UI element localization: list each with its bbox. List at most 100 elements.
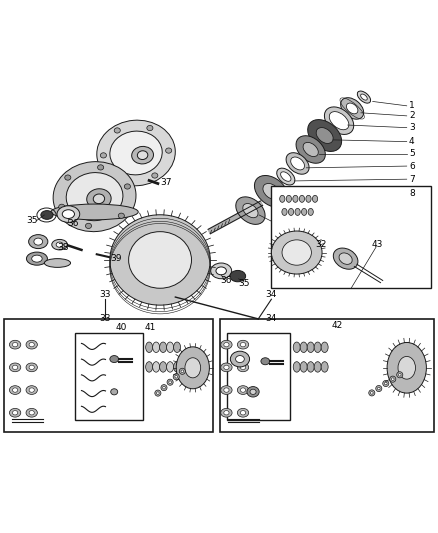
Ellipse shape: [132, 147, 153, 164]
Ellipse shape: [333, 248, 358, 269]
Ellipse shape: [12, 343, 18, 347]
Ellipse shape: [291, 157, 304, 170]
Ellipse shape: [173, 374, 179, 380]
Ellipse shape: [224, 410, 229, 415]
Ellipse shape: [221, 340, 232, 349]
Ellipse shape: [383, 381, 389, 386]
Ellipse shape: [156, 392, 159, 394]
Ellipse shape: [397, 372, 403, 378]
Text: 32: 32: [315, 240, 326, 249]
Ellipse shape: [314, 362, 321, 372]
Ellipse shape: [10, 408, 21, 417]
Ellipse shape: [296, 136, 325, 163]
Ellipse shape: [26, 408, 37, 417]
Ellipse shape: [57, 206, 80, 222]
Ellipse shape: [29, 343, 34, 347]
Ellipse shape: [357, 91, 371, 103]
Text: 36: 36: [220, 276, 232, 285]
Ellipse shape: [166, 362, 173, 372]
Text: 43: 43: [372, 240, 383, 249]
Ellipse shape: [307, 342, 314, 352]
Text: 33: 33: [100, 313, 111, 322]
Ellipse shape: [66, 173, 123, 221]
Ellipse shape: [286, 153, 309, 174]
Ellipse shape: [93, 194, 105, 204]
Ellipse shape: [29, 365, 34, 369]
Ellipse shape: [300, 362, 307, 372]
Ellipse shape: [29, 388, 34, 392]
Ellipse shape: [44, 259, 71, 268]
Ellipse shape: [119, 175, 125, 181]
Ellipse shape: [166, 148, 172, 153]
Ellipse shape: [211, 263, 232, 279]
Bar: [4, 319, 213, 432]
Ellipse shape: [129, 232, 191, 288]
Ellipse shape: [34, 238, 42, 245]
Ellipse shape: [293, 362, 300, 372]
Text: 8: 8: [409, 189, 415, 198]
Text: 34: 34: [266, 313, 277, 322]
Ellipse shape: [341, 98, 364, 119]
Ellipse shape: [146, 362, 152, 372]
Ellipse shape: [378, 387, 380, 390]
Ellipse shape: [240, 343, 246, 347]
Ellipse shape: [98, 165, 104, 170]
Ellipse shape: [399, 374, 401, 376]
Ellipse shape: [161, 385, 167, 391]
Ellipse shape: [339, 253, 352, 264]
Ellipse shape: [59, 204, 65, 209]
Ellipse shape: [56, 242, 63, 247]
Ellipse shape: [385, 382, 387, 385]
Ellipse shape: [51, 204, 138, 220]
Ellipse shape: [146, 342, 152, 352]
Ellipse shape: [26, 252, 47, 265]
Ellipse shape: [282, 208, 287, 215]
Ellipse shape: [162, 386, 165, 389]
Text: 35: 35: [239, 279, 250, 288]
Ellipse shape: [173, 362, 180, 372]
Ellipse shape: [32, 255, 42, 262]
Ellipse shape: [155, 390, 161, 396]
Ellipse shape: [321, 342, 328, 352]
Ellipse shape: [224, 365, 229, 369]
Ellipse shape: [272, 231, 322, 274]
Ellipse shape: [152, 173, 158, 178]
Ellipse shape: [236, 356, 244, 362]
Text: 2: 2: [409, 111, 414, 120]
Ellipse shape: [230, 351, 250, 367]
Text: 4: 4: [409, 137, 414, 146]
Ellipse shape: [159, 362, 166, 372]
Ellipse shape: [307, 362, 314, 372]
Ellipse shape: [110, 356, 119, 362]
Ellipse shape: [216, 267, 226, 275]
Ellipse shape: [224, 343, 229, 347]
Ellipse shape: [26, 386, 37, 394]
Ellipse shape: [138, 151, 148, 159]
Ellipse shape: [390, 376, 396, 382]
Ellipse shape: [369, 390, 375, 396]
Ellipse shape: [299, 195, 304, 203]
Polygon shape: [208, 201, 263, 234]
Ellipse shape: [329, 111, 349, 130]
Ellipse shape: [293, 195, 298, 203]
Text: 41: 41: [145, 323, 156, 332]
Ellipse shape: [308, 208, 313, 215]
Ellipse shape: [237, 386, 249, 394]
Ellipse shape: [293, 342, 300, 352]
Ellipse shape: [286, 195, 291, 203]
Text: 34: 34: [265, 290, 276, 300]
Ellipse shape: [237, 340, 249, 349]
Text: 36: 36: [67, 219, 79, 228]
Polygon shape: [12, 419, 43, 422]
Text: 42: 42: [332, 321, 343, 330]
Ellipse shape: [314, 342, 321, 352]
Ellipse shape: [87, 189, 111, 209]
Ellipse shape: [10, 363, 21, 372]
Ellipse shape: [100, 153, 106, 158]
Ellipse shape: [240, 365, 246, 369]
Ellipse shape: [175, 375, 177, 378]
Text: 38: 38: [57, 243, 69, 252]
Ellipse shape: [277, 168, 295, 185]
Ellipse shape: [26, 363, 37, 372]
Ellipse shape: [65, 175, 71, 180]
